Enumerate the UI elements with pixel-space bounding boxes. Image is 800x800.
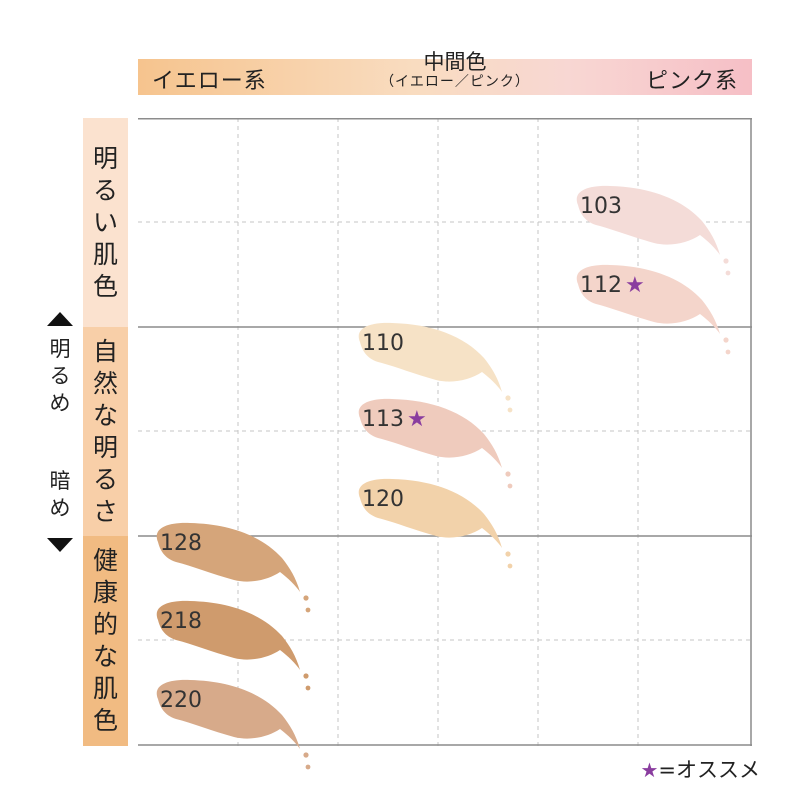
shade-smear-110 [358,322,513,413]
row-bright-char: 明 [92,143,118,173]
recommend-star-icon: ★ [407,407,427,432]
shade-dot [505,471,511,477]
header-middle-sub: （イエロー／ピンク） [380,74,530,90]
row-bright-char: 肌 [92,239,118,269]
row-natural-char: さ [92,496,118,526]
row-bright-char: い [92,207,118,237]
row-natural-char: な [92,400,118,430]
shade-dot [305,607,311,613]
shade-number: 120 [362,487,404,512]
shade-number: 112 [580,273,622,298]
shade-smear-113 [358,398,513,489]
header-middle: 中間色 （イエロー／ピンク） [355,50,555,90]
header-gradient-bar [138,59,752,95]
shade-label: 103 [580,194,622,219]
axis-light-char: 明 [49,337,71,361]
shade-smear-path [156,600,300,670]
shade-swatch-110: 110 [352,320,522,415]
shade-smear-218 [156,600,311,691]
shade-number: 110 [362,331,404,356]
shade-swatch-120: 120 [352,476,522,571]
shade-label: 128 [160,531,202,556]
header-pink-label: ピンク系 [645,69,738,94]
shade-swatch-128: 128 [150,520,320,615]
axis-dark-char: 暗 [49,469,71,493]
shade-label: 110 [362,331,404,356]
row-healthy-char: 健 [92,546,118,575]
shade-swatch-103: 103 [570,183,740,278]
shade-dot [505,551,511,557]
arrow-up-icon [47,312,73,326]
shade-dot [305,685,311,691]
shade-dot [305,764,311,770]
recommend-star-icon: ★ [625,273,645,298]
shade-swatch-113: 113 ★ [352,396,522,491]
legend: ★=オススメ [640,754,760,784]
shade-smear-128 [156,522,311,613]
axis-dark-label: 暗 め [44,468,76,522]
shade-dot [507,407,513,413]
header-yellow-label: イエロー系 [152,69,267,94]
shade-number: 128 [160,531,202,556]
shade-number: 103 [580,194,622,219]
shade-number: 220 [160,688,202,713]
shade-dot [723,337,729,343]
row-label-healthy: 健 康 的 な 肌 色 [83,536,128,746]
shade-swatch-218: 218 [150,598,320,693]
row-healthy-char: 康 [92,578,118,607]
shade-label: 120 [362,487,404,512]
shade-dot [303,595,309,601]
row-natural-char: 明 [92,432,118,462]
shade-dot [725,270,731,276]
row-healthy-char: 的 [92,610,118,639]
shade-smear-120 [358,478,513,569]
shade-smear-path [576,185,720,255]
row-healthy-char: 色 [92,706,118,735]
shade-label: 113 ★ [362,407,427,432]
shade-smear-path [358,398,502,468]
shade-swatch-112: 112 ★ [570,262,740,357]
shade-number: 113 [362,407,404,432]
shade-number: 218 [160,609,202,634]
row-natural-char: 自 [92,336,118,366]
row-natural-char: 然 [92,368,118,398]
shade-dot [725,349,731,355]
shade-smear-path [358,478,502,548]
legend-text: =オススメ [658,758,760,782]
axis-light-char: る [49,364,71,388]
shade-smear-path [156,522,300,592]
axis-dark-char: め [49,496,71,520]
row-bright-char: 色 [92,271,118,301]
shade-dot [723,258,729,264]
row-bright-char: る [92,175,118,205]
arrow-down-icon [47,538,73,552]
shade-label: 220 [160,688,202,713]
shade-dot [505,395,511,401]
shade-dot [507,563,513,569]
shade-label: 218 [160,609,202,634]
row-label-bright: 明 る い 肌 色 [83,118,128,327]
shade-label: 112 ★ [580,273,645,298]
shade-smear-path [156,679,300,749]
shade-dot [303,752,309,758]
shade-smear-path [358,322,502,392]
shade-smear-112 [576,264,731,355]
shade-smear-220 [156,679,311,770]
shade-swatch-220: 220 [150,677,320,772]
star-icon: ★ [640,758,659,782]
axis-light-label: 明 る め [44,336,76,417]
row-natural-char: る [92,464,118,494]
row-healthy-char: な [92,642,118,671]
shade-smear-103 [576,185,731,276]
header-middle-label: 中間色 [423,50,487,74]
axis-light-char: め [49,391,71,415]
row-healthy-char: 肌 [92,674,118,703]
shade-dot [507,483,513,489]
shade-smear-path [576,264,720,334]
shade-dot [303,673,309,679]
row-label-natural: 自 然 な 明 る さ [83,327,128,536]
